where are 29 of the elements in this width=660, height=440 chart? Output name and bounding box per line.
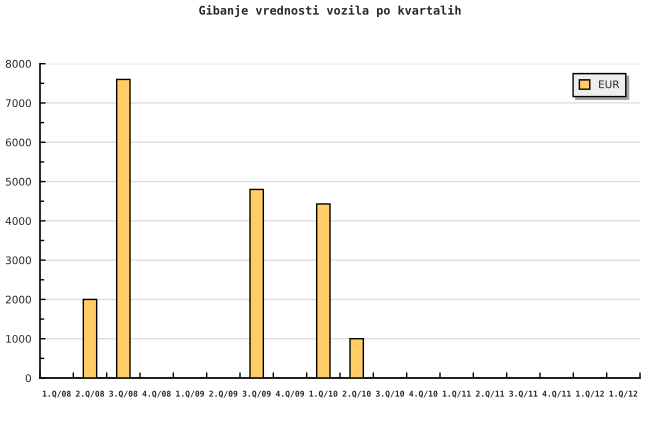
x-tick-label: 1.Q/09: [176, 390, 204, 398]
x-tick-label: 3.Q/11: [509, 390, 538, 398]
x-tick-label: 1.Q/12: [576, 390, 604, 398]
y-tick-label: 3000: [6, 256, 31, 264]
legend-label: EUR: [599, 80, 620, 88]
x-tick-label: 1.Q/11: [442, 390, 471, 398]
x-tick-label: 3.Q/09: [242, 390, 271, 398]
y-tick-label: 5000: [6, 178, 31, 186]
x-tick-label: 1.Q/12: [610, 390, 638, 398]
x-tick-label: 2.Q/08: [76, 390, 104, 398]
y-tick-label: 6000: [6, 138, 31, 146]
y-tick-label: 8000: [6, 60, 31, 68]
y-tick-label: 2000: [6, 296, 31, 304]
x-tick-label: 4.Q/10: [409, 390, 438, 398]
y-tick-label: 1000: [6, 334, 31, 343]
x-tick-label: 4.Q/11: [542, 390, 571, 398]
x-tick-label: 3.Q/08: [109, 390, 138, 398]
x-tick-label: 2.Q/10: [342, 390, 371, 398]
chart-title: Gibanje vrednosti vozila po kvartalih: [199, 4, 461, 18]
x-tick-label: 2.Q/11: [476, 390, 504, 398]
x-tick-label: 4.Q/08: [142, 390, 171, 398]
x-tick-label: 3.Q/10: [376, 390, 404, 398]
y-tick-label: 0: [26, 374, 31, 382]
y-tick-label: 4000: [6, 217, 31, 225]
y-tick-label: 7000: [6, 99, 31, 108]
x-tick-label: 1.Q/10: [310, 390, 338, 398]
x-tick-label: 1.Q/08: [42, 390, 71, 398]
x-tick-label: 4.Q/09: [276, 390, 304, 398]
x-tick-label: 2.Q/09: [209, 390, 238, 398]
